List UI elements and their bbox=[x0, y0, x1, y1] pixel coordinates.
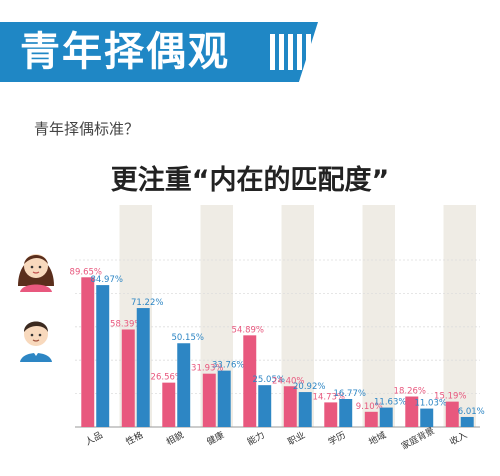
female-data-label: 31.93% bbox=[191, 364, 223, 374]
female-bar bbox=[405, 396, 419, 427]
male-bar bbox=[460, 416, 474, 427]
male-avatar-icon bbox=[20, 321, 52, 362]
female-avatar-icon bbox=[18, 254, 54, 292]
male-data-label: 11.03% bbox=[415, 399, 447, 409]
column-background bbox=[362, 205, 395, 427]
female-bar bbox=[121, 329, 135, 427]
male-bar bbox=[258, 385, 272, 427]
headline: 更注重“内在的匹配度” bbox=[110, 165, 390, 196]
male-bar bbox=[339, 398, 353, 427]
male-bar bbox=[379, 407, 393, 427]
female-bar bbox=[162, 382, 176, 427]
male-bar bbox=[217, 370, 231, 427]
banner-background bbox=[0, 22, 318, 82]
female-data-label: 14.73% bbox=[313, 392, 345, 402]
category-label: 相貌 bbox=[164, 429, 186, 448]
category-label: 性格 bbox=[124, 429, 146, 448]
female-data-label: 58.39% bbox=[110, 319, 142, 329]
female-data-label: 24.40% bbox=[272, 376, 304, 386]
female-data-label: 18.26% bbox=[394, 387, 426, 397]
category-label: 学历 bbox=[326, 429, 348, 448]
category-label: 人品 bbox=[84, 430, 105, 448]
female-bar bbox=[445, 401, 459, 427]
female-data-label: 9.10% bbox=[356, 402, 383, 412]
female-bar bbox=[243, 335, 257, 427]
female-data-label: 15.19% bbox=[434, 392, 466, 402]
male-bar bbox=[177, 343, 191, 427]
male-bar bbox=[96, 285, 110, 427]
category-label: 职业 bbox=[286, 430, 307, 448]
male-data-label: 50.15% bbox=[172, 333, 204, 343]
male-data-label: 33.76% bbox=[212, 361, 244, 371]
category-label: 地域 bbox=[367, 429, 389, 448]
column-background bbox=[443, 205, 476, 427]
female-data-label: 54.89% bbox=[232, 325, 264, 335]
title-banner: 青年择偶观 bbox=[0, 22, 500, 82]
banner-stripes bbox=[270, 34, 311, 70]
female-bar bbox=[364, 411, 378, 427]
female-bar bbox=[324, 402, 338, 427]
male-data-label: 20.92% bbox=[293, 382, 325, 392]
male-data-label: 84.97% bbox=[91, 275, 123, 285]
category-label: 家庭背景 bbox=[399, 425, 436, 453]
male-data-label: 16.77% bbox=[334, 389, 366, 399]
male-bar bbox=[136, 308, 150, 427]
female-bar bbox=[81, 277, 95, 427]
female-bar bbox=[202, 373, 216, 427]
category-label: 能力 bbox=[245, 429, 267, 448]
page-title: 青年择偶观 bbox=[20, 29, 230, 75]
category-label: 收入 bbox=[448, 429, 470, 448]
male-data-label: 6.01% bbox=[458, 407, 485, 417]
male-data-label: 11.63% bbox=[374, 398, 406, 408]
subtitle: 青年择偶标准？ bbox=[34, 120, 140, 138]
category-label: 健康 bbox=[205, 429, 227, 448]
male-data-label: 25.05% bbox=[253, 375, 285, 385]
male-bar bbox=[420, 408, 434, 427]
male-data-label: 71.22% bbox=[131, 298, 163, 308]
female-bar bbox=[283, 386, 297, 427]
female-data-label: 26.56% bbox=[151, 373, 183, 383]
male-bar bbox=[298, 392, 312, 427]
female-data-label: 89.65% bbox=[70, 267, 102, 277]
